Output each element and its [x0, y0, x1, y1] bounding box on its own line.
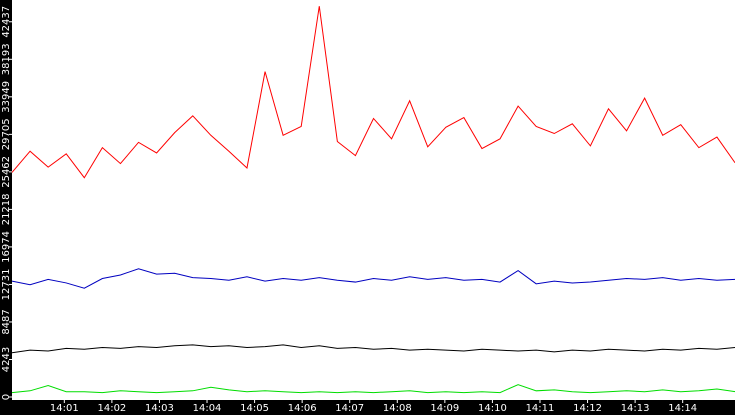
x-tick-label: 14:12 [573, 403, 602, 414]
y-tick-label: 0 [1, 394, 12, 400]
series-line [11, 6, 735, 179]
y-tick-label: 42437 [1, 6, 12, 38]
series-line [11, 344, 735, 354]
y-axis-strip [0, 0, 12, 415]
x-tick-label: 14:04 [193, 403, 222, 414]
y-tick-label: 25462 [1, 156, 12, 188]
y-tick-label: 21218 [1, 193, 12, 225]
x-tick-label: 14:01 [50, 403, 79, 414]
y-tick-label: 29705 [1, 118, 12, 150]
y-tick-label: 12731 [1, 269, 12, 301]
y-tick-label: 38193 [1, 43, 12, 75]
x-axis-strip [0, 400, 735, 415]
x-tick-label: 14:11 [526, 403, 555, 414]
x-tick-label: 14:07 [335, 403, 364, 414]
series-line [11, 268, 735, 289]
y-tick-label: 4243 [1, 347, 12, 372]
x-tick-label: 14:02 [97, 403, 126, 414]
series-line [11, 384, 735, 394]
x-tick-label: 14:10 [478, 403, 507, 414]
y-tick-label: 8487 [1, 309, 12, 334]
x-tick-label: 14:06 [288, 403, 317, 414]
x-tick-label: 14:05 [240, 403, 269, 414]
x-tick-label: 14:03 [145, 403, 174, 414]
y-tick-label: 16974 [1, 231, 12, 263]
x-tick-label: 14:14 [668, 403, 697, 414]
x-tick-label: 14:13 [621, 403, 650, 414]
x-tick-label: 14:08 [383, 403, 412, 414]
y-tick-label: 33949 [1, 81, 12, 113]
x-tick-label: 14:09 [430, 403, 459, 414]
